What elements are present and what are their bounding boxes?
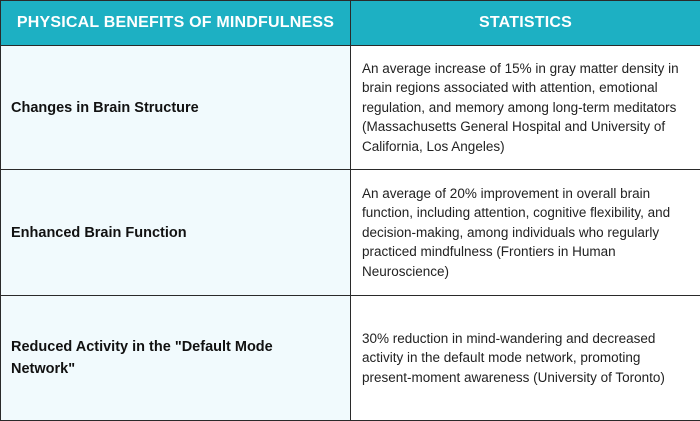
table-row: Enhanced Brain Function An average of 20…	[1, 170, 700, 296]
statistic-cell: An average increase of 15% in gray matte…	[351, 46, 700, 170]
table-row: Changes in Brain Structure An average in…	[1, 46, 700, 170]
header-benefits: PHYSICAL BENEFITS OF MINDFULNESS	[1, 1, 351, 46]
benefit-cell: Changes in Brain Structure	[1, 46, 351, 170]
statistic-cell: An average of 20% improvement in overall…	[351, 170, 700, 296]
benefit-cell: Enhanced Brain Function	[1, 170, 351, 296]
header-statistics: STATISTICS	[351, 1, 700, 46]
statistic-cell: 30% reduction in mind-wandering and decr…	[351, 296, 700, 421]
table-row: Reduced Activity in the "Default Mode Ne…	[1, 296, 700, 421]
benefit-cell: Reduced Activity in the "Default Mode Ne…	[1, 296, 351, 421]
table-header-row: PHYSICAL BENEFITS OF MINDFULNESS STATIST…	[1, 1, 700, 46]
